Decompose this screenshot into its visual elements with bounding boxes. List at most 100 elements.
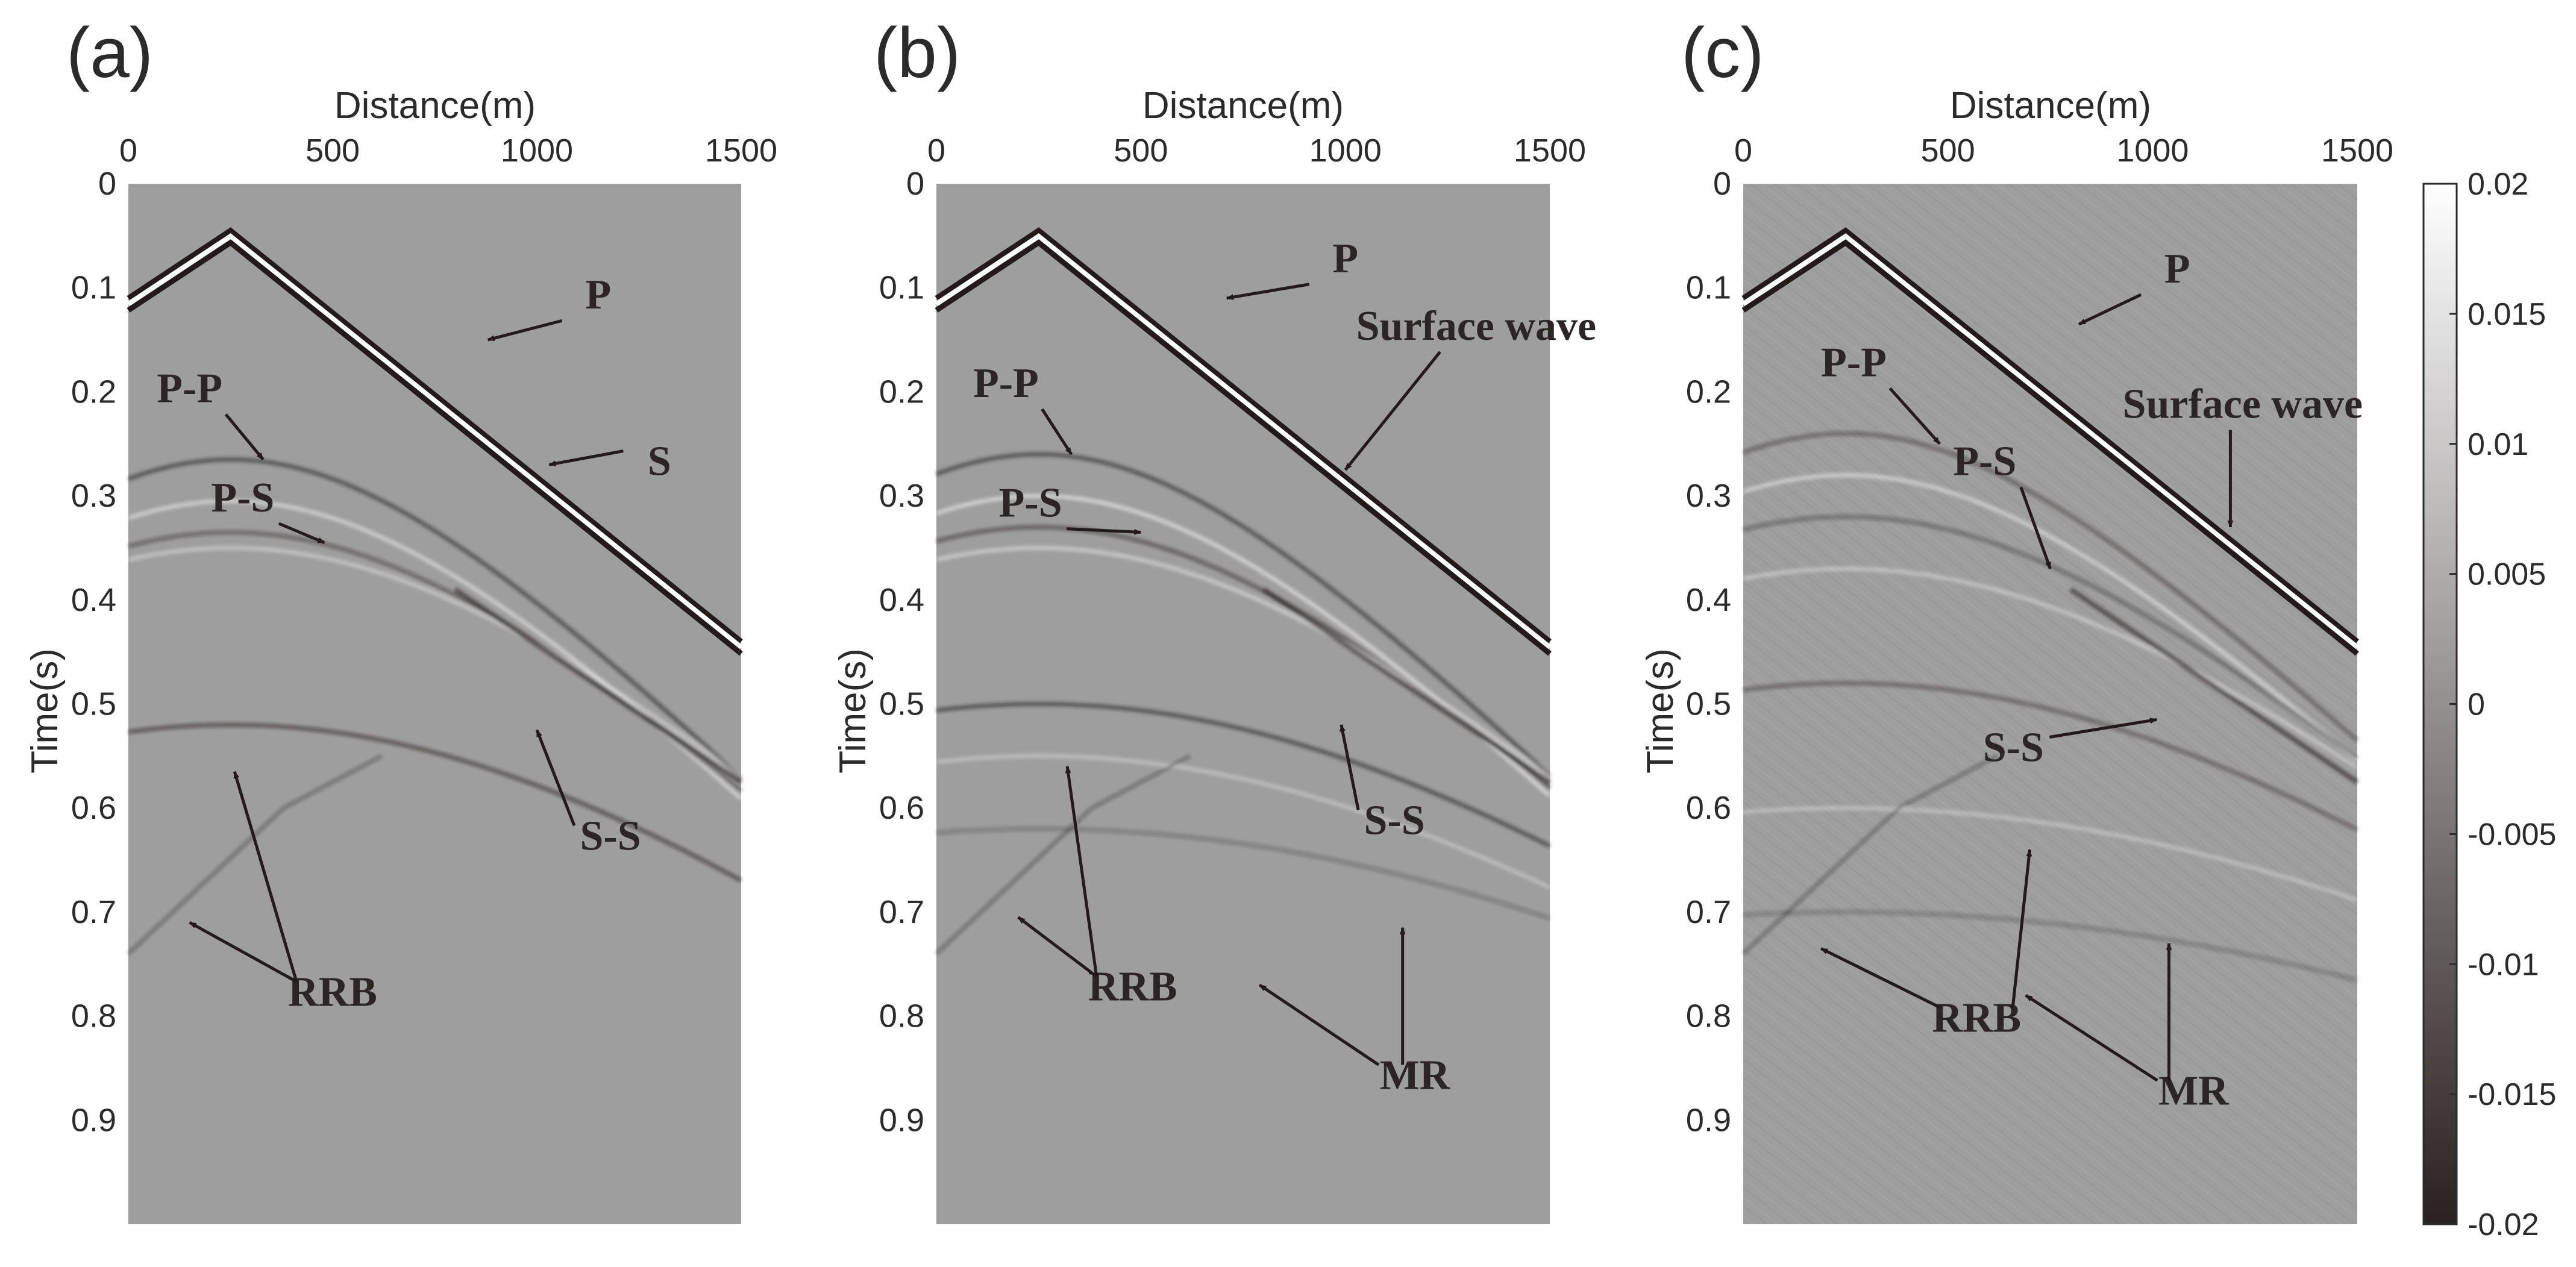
panel-b-yticks: 0 0.1 0.2 0.3 0.4 0.5 0.6 0.7 0.8 0.9	[879, 166, 924, 1138]
panel-b-direct	[935, 227, 1552, 656]
panel-b-xticks: 0 500 1000 1500	[927, 133, 1586, 169]
panel-c-xlabel: Distance(m)	[1950, 85, 2151, 127]
panel-a-xtick-label: 500	[306, 133, 360, 169]
panel-a-xtick-label: 0	[119, 133, 137, 169]
panel-c-reflection	[1743, 910, 2358, 983]
panel-a-ytick-label: 0.7	[71, 894, 116, 930]
panel-c-annotation-label: S-S	[1983, 724, 2044, 771]
panel-c-annotation-arrow	[2078, 293, 2142, 326]
panel-c-annotation-arrow	[2011, 849, 2032, 1008]
panel-a-annotation-arrow	[224, 413, 265, 461]
colorbar-tick-label: 0.02	[2468, 167, 2528, 202]
panel-b-ytick-label: 0.6	[879, 790, 924, 826]
panel-b-annotation-label: P-S	[999, 480, 1062, 527]
panel-c-plot	[1741, 184, 2359, 1224]
panel-a-annotation-label: S	[648, 439, 671, 485]
panel-c-xtick-label: 0	[1734, 133, 1752, 169]
colorbar-tick-label: -0.015	[2468, 1077, 2556, 1112]
panel-b-ytick-label: 0	[906, 166, 924, 202]
panel-a-reflection	[127, 457, 743, 780]
panel-b-xtick-label: 0	[927, 133, 945, 169]
panel-a-annotation-arrow	[189, 921, 298, 983]
panel-b-reflection	[936, 754, 1551, 890]
panel-a-annotation-arrow	[233, 771, 298, 983]
panel-c-reflection	[1743, 566, 2358, 770]
panel-b-ytick-label: 0.2	[879, 374, 924, 410]
panel-b-annotation-arrow	[1065, 766, 1098, 977]
panel-b-ytick-label: 0.8	[879, 998, 924, 1034]
panel-a-xtick-label: 1000	[501, 133, 573, 169]
panel-b-xlabel: Distance(m)	[1142, 85, 1344, 127]
panel-b: (b) Distance(m) Time(s) 0 500 1000 1500 0 0.…	[832, 13, 1596, 1224]
panel-a-annotation-arrow	[548, 449, 624, 467]
panel-b-reflection	[936, 525, 1552, 790]
panel-c-xtick-label: 500	[1921, 133, 1975, 169]
panel-b-reflection	[936, 827, 1551, 921]
panel-a: (a) Distance(m) Time(s) 0 500 1000 1500 0 0.…	[24, 13, 777, 1224]
panel-c-annotation-arrow	[1888, 387, 1941, 445]
panel-b-annotation-arrow	[1340, 724, 1360, 810]
panel-b-annotation-arrow	[1041, 408, 1073, 455]
panel-c-annotation-arrow	[2019, 486, 2052, 569]
panel-b-ylabel: Time(s)	[832, 648, 874, 774]
panel-a-xlabel: Distance(m)	[334, 85, 536, 127]
panel-b-annotation-label: S-S	[1364, 797, 1425, 843]
panel-a-xtick-label: 1500	[705, 133, 777, 169]
panel-a-annotation-label: P	[585, 272, 611, 318]
panel-c-reflection	[1743, 681, 2358, 832]
panel-a-annotations: P S P-P P-S S-S RRB	[157, 272, 671, 1015]
panel-c-direct-wave	[1741, 227, 2359, 644]
panel-a-ytick-label: 0.8	[71, 998, 116, 1034]
panel-a-direct	[127, 227, 743, 656]
panel-c-events	[1741, 431, 2359, 983]
panel-b-ss-event	[1262, 587, 1552, 784]
panel-c-annotation-label: P-S	[1953, 439, 2016, 485]
panel-a-ytick-label: 0.1	[71, 270, 116, 306]
colorbar-tick-label: -0.02	[2468, 1207, 2539, 1242]
panel-a-reflection	[128, 722, 742, 883]
colorbar-tick-label: 0.005	[2468, 557, 2546, 592]
panel-c-ytick-label: 0.7	[1686, 894, 1731, 930]
panel-b-ytick-label: 0.7	[879, 894, 924, 930]
panel-c-direct-wave	[1741, 233, 2359, 650]
panel-c-xtick-label: 1500	[2321, 133, 2393, 169]
panel-a-label: (a)	[66, 13, 153, 93]
panel-b-annotation-arrow	[1066, 527, 1142, 536]
panel-c-reflection	[1742, 473, 2359, 762]
panel-b-reflection	[936, 545, 1552, 779]
panel-c-rrb-event	[1741, 754, 1998, 956]
panel-a-direct-wave	[127, 239, 743, 656]
panel-a-ytick-label: 0.9	[71, 1102, 116, 1138]
panel-c-ytick-label: 0.9	[1686, 1102, 1731, 1138]
panel-c: (c) Distance(m) Time(s) 0 500 1000 1500 0 0.…	[1640, 13, 2393, 1224]
panel-b-annotation-label: P-P	[973, 360, 1039, 407]
colorbar-tick-label: -0.01	[2468, 947, 2539, 982]
panel-a-direct-wave	[127, 233, 743, 650]
panel-a-ytick-label: 0.6	[71, 790, 116, 826]
panel-a-xticks: 0 500 1000 1500	[119, 133, 777, 169]
panel-b-xtick-label: 500	[1114, 133, 1168, 169]
panel-b-annotation-arrow	[1258, 983, 1380, 1066]
panel-a-direct-wave	[127, 227, 743, 644]
panel-a-ytick-label: 0.2	[71, 374, 116, 410]
panel-b-ytick-label: 0.9	[879, 1102, 924, 1138]
panel-b-ytick-label: 0.4	[879, 582, 924, 618]
panel-c-direct-wave	[1741, 239, 2359, 656]
panel-b-events	[935, 452, 1552, 956]
panel-c-reflection	[1743, 806, 2358, 903]
panel-c-ytick-label: 0.1	[1686, 270, 1731, 306]
panel-b-annotation-arrow	[1017, 916, 1098, 978]
panel-c-ytick-label: 0.6	[1686, 790, 1731, 826]
panel-a-ytick-label: 0.3	[71, 478, 116, 514]
panel-c-ss-event	[2069, 587, 2359, 784]
panel-a-ytick-label: 0.4	[71, 582, 116, 618]
panel-c-annotation-label: RRB	[1932, 995, 2021, 1042]
panel-c-annotation-arrow	[2049, 718, 2158, 739]
panel-a-annotation-label: S-S	[580, 813, 641, 859]
panel-a-annotation-label: RRB	[288, 969, 377, 1015]
panel-c-annotation-label: P	[2164, 246, 2190, 292]
colorbar-tick-label: 0.01	[2468, 427, 2528, 462]
panel-a-annotation-arrow	[487, 319, 563, 342]
panel-a-annotation-label: P-P	[157, 366, 222, 412]
